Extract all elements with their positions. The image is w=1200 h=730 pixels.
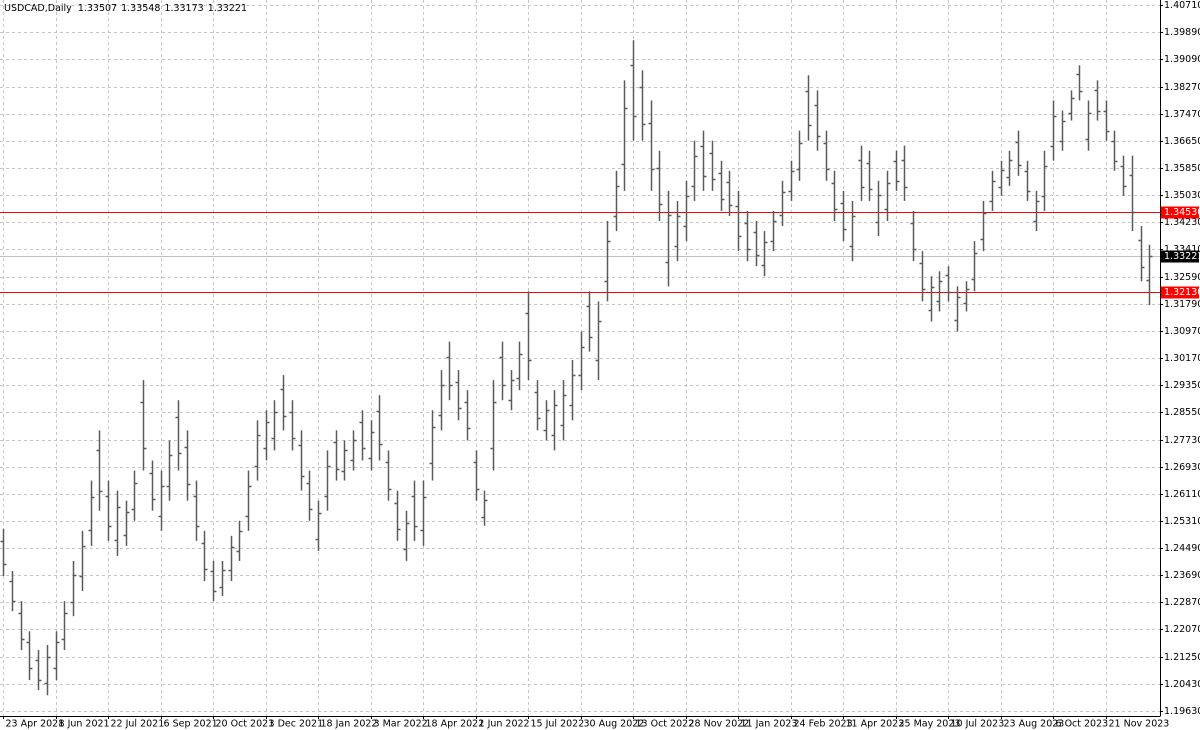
x-tick-label: 11 Apr 2023 bbox=[846, 719, 905, 730]
y-tick-label: 1.38270 bbox=[1164, 82, 1200, 93]
close-quote: 1.33221 bbox=[208, 3, 247, 14]
x-tick-label: 13 Oct 2022 bbox=[636, 719, 695, 730]
symbol-title: USDCAD,Daily bbox=[4, 3, 72, 14]
x-tick-label: 11 Jan 2023 bbox=[741, 719, 798, 730]
y-tick-label: 1.35030 bbox=[1164, 190, 1200, 201]
level-label: 1.34530 bbox=[1164, 207, 1200, 218]
x-tick-label: 3 Mar 2022 bbox=[374, 719, 428, 730]
y-tick-label: 1.39090 bbox=[1164, 54, 1200, 65]
y-tick-label: 1.36650 bbox=[1164, 136, 1200, 147]
y-tick-label: 1.40710 bbox=[1164, 0, 1200, 11]
x-tick-label: 23 Aug 2023 bbox=[1004, 719, 1065, 730]
y-tick-label: 1.30970 bbox=[1164, 326, 1200, 337]
y-tick-label: 1.22070 bbox=[1164, 624, 1200, 635]
bar-layer bbox=[0, 40, 1153, 696]
y-tick-label: 1.29350 bbox=[1164, 380, 1200, 391]
price-label: 1.33221 bbox=[1164, 251, 1200, 262]
x-tick-label: 1 Jun 2022 bbox=[479, 719, 530, 730]
y-tick-label: 1.25310 bbox=[1164, 516, 1200, 527]
y-tick-label: 1.37470 bbox=[1164, 109, 1200, 120]
x-tick-label: 23 Apr 2021 bbox=[6, 719, 65, 730]
y-tick-label: 1.32590 bbox=[1164, 272, 1200, 283]
level-label: 1.32130 bbox=[1164, 287, 1200, 298]
y-tick-label: 1.27730 bbox=[1164, 435, 1200, 446]
x-tick-label: 6 Sep 2021 bbox=[164, 719, 218, 730]
y-tick-label: 1.19630 bbox=[1164, 706, 1200, 717]
x-tick-label: 21 Nov 2023 bbox=[1109, 719, 1170, 730]
grid-layer bbox=[0, 0, 1160, 716]
y-tick-label: 1.34230 bbox=[1164, 217, 1200, 228]
level-label-box bbox=[1161, 286, 1199, 299]
y-tick-label: 1.35850 bbox=[1164, 163, 1200, 174]
low-quote: 1.33173 bbox=[164, 3, 203, 14]
x-tick-label: 18 Apr 2022 bbox=[426, 719, 485, 730]
y-tick-label: 1.26930 bbox=[1164, 462, 1200, 473]
label-layer: 1.19630 1.20430 1.21250 1.22070 1.22870 1.236… bbox=[3, 0, 1200, 730]
x-tick-label: 6 Oct 2023 bbox=[1056, 719, 1109, 730]
x-tick-label: 30 Aug 2022 bbox=[584, 719, 645, 730]
x-tick-label: 3 Dec 2021 bbox=[269, 719, 324, 730]
y-tick-label: 1.24490 bbox=[1164, 543, 1200, 554]
y-tick-label: 1.30170 bbox=[1164, 353, 1200, 364]
x-tick-label: 28 Nov 2022 bbox=[689, 719, 750, 730]
x-tick-label: 8 Jun 2021 bbox=[59, 719, 110, 730]
x-tick-label: 22 Jul 2021 bbox=[111, 719, 165, 730]
level-label-box bbox=[1161, 206, 1199, 219]
y-tick-label: 1.39890 bbox=[1164, 27, 1200, 38]
y-tick-label: 1.20430 bbox=[1164, 679, 1200, 690]
x-tick-label: 25 May 2023 bbox=[899, 719, 961, 730]
y-tick-label: 1.21250 bbox=[1164, 652, 1200, 663]
x-tick-label: 20 Oct 2021 bbox=[216, 719, 275, 730]
y-tick-label: 1.28550 bbox=[1164, 407, 1200, 418]
high-quote: 1.33548 bbox=[121, 3, 160, 14]
price-label-box bbox=[1161, 250, 1199, 263]
y-tick-label: 1.31790 bbox=[1164, 299, 1200, 310]
y-tick-label: 1.22870 bbox=[1164, 597, 1200, 608]
y-tick-label: 1.33410 bbox=[1164, 244, 1200, 255]
open-quote: 1.33507 bbox=[78, 3, 117, 14]
x-tick-label: 18 Jan 2022 bbox=[321, 719, 378, 730]
y-tick-label: 1.26110 bbox=[1164, 489, 1200, 500]
x-tick-label: 15 Jul 2022 bbox=[531, 719, 585, 730]
x-tick-label: 24 Feb 2023 bbox=[794, 719, 853, 730]
chart-header: USDCAD,Daily 1.33507 1.33548 1.33173 1.33221 bbox=[4, 3, 247, 14]
y-tick-label: 1.23690 bbox=[1164, 570, 1200, 581]
x-tick-label: 10 Jul 2023 bbox=[951, 719, 1005, 730]
